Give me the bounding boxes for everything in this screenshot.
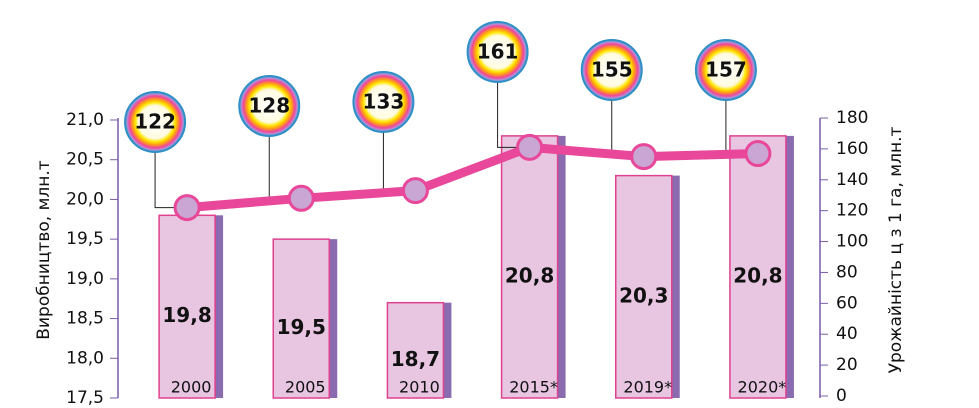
line-point: [403, 179, 427, 203]
y2-tick-label: 120: [836, 201, 868, 221]
line-point: [746, 142, 770, 166]
y-tick-label: 18,5: [66, 309, 104, 329]
y-tick-label: 19,5: [66, 229, 104, 249]
chart: Виробництво, млн.т Урожайність ц з 1 га,…: [0, 0, 979, 408]
line-value-label: 155: [591, 58, 633, 82]
bar-value-label: 19,5: [277, 315, 326, 339]
x-tick-label: 2020*: [738, 378, 787, 397]
bar-value-label: 20,8: [733, 263, 782, 287]
line-value-label: 161: [477, 40, 519, 64]
x-tick-label: 2019*: [623, 378, 672, 397]
y2-tick-label: 140: [836, 170, 868, 190]
y2-axis-title: Урожайність ц з 1 га, млн.т: [886, 127, 906, 374]
y-tick-label: 21,0: [66, 110, 104, 130]
line-value-label: 133: [363, 90, 405, 114]
y2-tick-label: 0: [836, 386, 847, 406]
bar-value-label: 20,8: [505, 263, 554, 287]
x-tick-label: 2005: [285, 378, 326, 397]
x-tick-label: 2000: [171, 378, 212, 397]
y-tick-label: 19,0: [66, 269, 104, 289]
line-point: [175, 196, 199, 220]
y2-tick-label: 80: [836, 262, 858, 282]
y-tick-label: 17,5: [66, 388, 104, 408]
y2-tick-label: 160: [836, 139, 868, 159]
line-value-label: 157: [705, 58, 747, 82]
y2-tick-label: 20: [836, 355, 858, 375]
line-point: [632, 145, 656, 169]
y2-tick-label: 100: [836, 232, 868, 252]
bar-value-label: 18,7: [391, 347, 440, 371]
y-tick-label: 20,5: [66, 150, 104, 170]
x-tick-label: 2015*: [509, 378, 558, 397]
line-point: [518, 135, 542, 159]
y2-tick-label: 60: [836, 293, 858, 313]
x-tick-label: 2010: [399, 378, 440, 397]
bar-shadow: [443, 303, 451, 398]
y2-tick-label: 40: [836, 324, 858, 344]
bar-shadow: [215, 215, 223, 398]
y2-tick-label: 180: [836, 108, 868, 128]
y-tick-label: 18,0: [66, 348, 104, 368]
bar-shadow: [786, 136, 794, 398]
bar-shadow: [672, 176, 680, 398]
page: {"chart_data": {"type": "bar", "categori…: [0, 0, 979, 408]
bar-value-label: 20,3: [619, 283, 668, 307]
bar-shadow: [558, 136, 566, 398]
line-point: [289, 186, 313, 210]
line-value-label: 122: [134, 110, 176, 134]
line-value-label: 128: [248, 94, 290, 118]
y-tick-label: 20,0: [66, 189, 104, 209]
y-axis-title: Виробництво, млн.т: [34, 160, 54, 339]
bar-shadow: [329, 239, 337, 398]
bar-value-label: 19,8: [162, 303, 211, 327]
